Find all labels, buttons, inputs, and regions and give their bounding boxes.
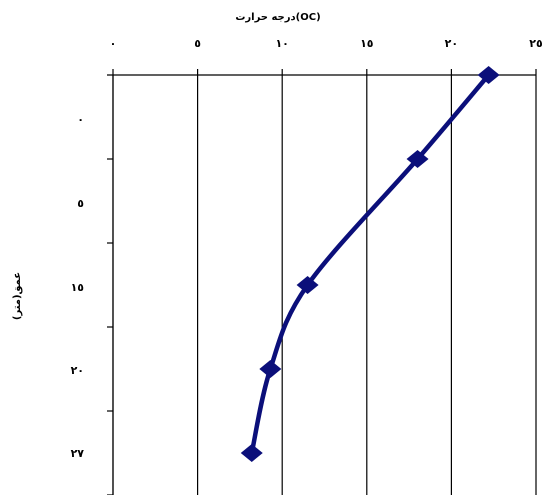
x-tick-label-0: ٠: [110, 37, 117, 50]
y-tick-label-3: ٢٠: [71, 364, 84, 377]
x-tick-labels: ٠ ٥ ١٠ ١٥ ٢٠ ٢٥: [110, 37, 543, 50]
data-point-2: [296, 276, 319, 294]
y-tick-label-4: ٢٧: [71, 447, 85, 460]
y-tick-labels: ٠ ٥ ١٥ ٢٠ ٢٧: [71, 113, 85, 460]
data-point-3: [259, 360, 282, 378]
y-tick-label-2: ١٥: [71, 281, 85, 294]
series-line: [249, 73, 491, 454]
x-tick-label-3: ١٥: [360, 37, 374, 50]
data-point-1: [406, 150, 429, 168]
series-markers: [240, 66, 500, 462]
y-axis-title: عمق(متر): [12, 272, 23, 320]
axes: [107, 69, 537, 495]
x-tick-label-5: ٢٥: [529, 37, 543, 50]
x-tick-label-4: ٢٠: [445, 37, 458, 50]
x-tick-label-1: ٥: [194, 37, 201, 50]
x-axis-title: درجه حرارت(OC): [235, 12, 320, 23]
gridlines: [112, 75, 537, 495]
data-point-4: [240, 444, 263, 462]
y-tick-label-0: ٠: [77, 113, 84, 126]
data-point-0: [477, 66, 500, 84]
x-tick-label-2: ١٠: [275, 37, 288, 50]
y-tick-label-1: ٥: [77, 197, 84, 210]
